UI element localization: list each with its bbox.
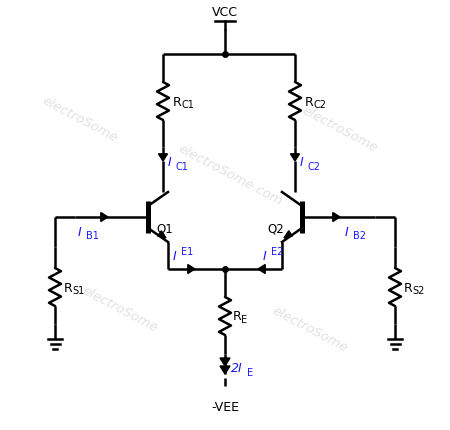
Text: S2: S2 [412, 286, 424, 295]
Text: R: R [404, 281, 413, 294]
Text: B1: B1 [86, 230, 99, 240]
Text: Q2: Q2 [267, 221, 284, 234]
Text: B2: B2 [353, 230, 366, 240]
Polygon shape [220, 358, 230, 366]
Text: E1: E1 [181, 246, 193, 256]
Text: 2I: 2I [231, 362, 243, 375]
Text: I: I [173, 249, 177, 262]
Text: electroSome: electroSome [40, 95, 120, 145]
Text: C1: C1 [181, 100, 194, 110]
Text: electroSome: electroSome [270, 304, 350, 354]
Text: C1: C1 [175, 162, 188, 172]
Text: I: I [168, 156, 172, 169]
Text: C2: C2 [313, 100, 326, 110]
Polygon shape [291, 154, 300, 162]
Polygon shape [258, 265, 265, 274]
Polygon shape [188, 265, 195, 274]
Polygon shape [220, 366, 230, 374]
Polygon shape [101, 213, 108, 222]
Polygon shape [333, 213, 340, 222]
Text: I: I [300, 156, 304, 169]
Text: electroSome.com: electroSome.com [176, 142, 284, 208]
Text: I: I [345, 225, 349, 238]
Text: electroSome: electroSome [300, 104, 380, 155]
Polygon shape [158, 231, 166, 239]
Text: R: R [233, 310, 242, 323]
Text: electroSome: electroSome [80, 284, 160, 335]
Polygon shape [284, 231, 292, 239]
Text: R: R [173, 95, 182, 108]
Text: E2: E2 [271, 246, 284, 256]
Text: R: R [64, 281, 73, 294]
Text: I: I [263, 249, 267, 262]
Text: R: R [305, 95, 314, 108]
Text: VCC: VCC [212, 6, 238, 18]
Text: S1: S1 [72, 286, 84, 295]
Polygon shape [158, 154, 167, 162]
Text: -VEE: -VEE [211, 401, 239, 414]
Text: I: I [78, 225, 82, 238]
Text: E: E [241, 314, 247, 324]
Text: E: E [247, 367, 253, 377]
Text: C2: C2 [307, 162, 320, 172]
Text: Q1: Q1 [156, 221, 173, 234]
